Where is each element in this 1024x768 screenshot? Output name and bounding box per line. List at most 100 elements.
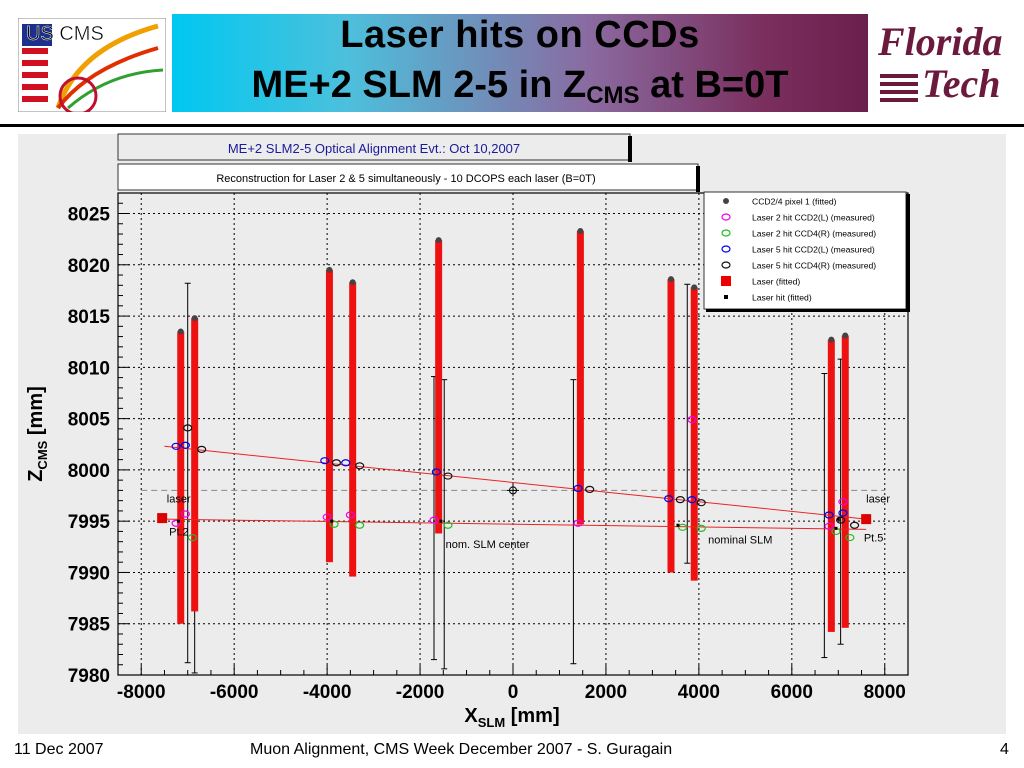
laser5-ccd2-point: [664, 495, 674, 503]
title-banner: [172, 14, 868, 112]
annotation-label: nom. SLM center: [446, 539, 530, 551]
laser2-ccd4-point: [845, 533, 855, 542]
laser5-ccd2-point: [431, 468, 441, 476]
legend-label: Laser hit (fitted): [752, 293, 812, 303]
annotations: laser Pt.2 nom. SLM center nominal SLM laser…: [167, 494, 891, 551]
legend-label: Laser 2 hit CCD2(L) (measured): [752, 213, 875, 223]
annotation-label: Pt.5: [864, 533, 884, 545]
chart-header-title: ME+2 SLM2-5 Optical Alignment Evt.: Oct …: [228, 141, 520, 156]
laser-bars: [177, 230, 849, 632]
legend: CCD2/4 pixel 1 (fitted) Laser 2 hit CCD2(…: [703, 191, 910, 312]
laser5-ccd4-point: [355, 462, 365, 470]
y-tick-label: 7995: [68, 512, 111, 533]
laser2-ccd4-point: [355, 521, 365, 529]
ccd-pixel1-point: [691, 284, 698, 291]
y-tick-label: 7985: [68, 615, 111, 636]
y-tick-label: 8020: [68, 256, 110, 277]
laser5-ccd4-point: [183, 424, 193, 432]
y-tick-label: 8000: [68, 461, 110, 482]
laser5-ccd2-point: [824, 511, 834, 519]
laser5-ccd4-point: [675, 496, 685, 504]
uscms-logo-text: US CMS: [26, 23, 104, 45]
laser5-ccd4-point: [197, 445, 207, 453]
laser2-ccd2-point: [180, 510, 190, 518]
laser-bar: [191, 318, 199, 612]
laser-bar: [667, 279, 675, 573]
florida-tech-logo: Florida Tech: [878, 18, 1012, 112]
footer-title: Muon Alignment, CMS Week December 2007 -…: [250, 741, 673, 758]
y-axis: 7980 7985 7990 7995 8000 8005 8010 8015 8020 8025: [68, 192, 130, 687]
x-tick-label: 4000: [678, 682, 720, 703]
laser5-ccd2-point: [838, 509, 848, 517]
chart-subtitle-box: Reconstruction for Laser 2 & 5 simultane…: [117, 163, 700, 192]
laser2-ccd2-point: [824, 522, 834, 530]
ccd-pixel1-point: [435, 237, 442, 244]
laser-fitted-point: [861, 514, 872, 525]
legend-label: Laser 5 hit CCD4(R) (measured): [752, 261, 876, 271]
ccd-pixel1-point: [577, 227, 584, 234]
laser2-ccd2-point: [429, 516, 439, 524]
laser-bar: [177, 331, 185, 624]
laser2-ccd2-point: [687, 416, 697, 424]
legend-marker: [723, 198, 729, 204]
laser2-ccd4-point: [696, 524, 706, 532]
laser2-ccd4-point: [678, 523, 688, 531]
laser2-ccd4-point: [187, 533, 197, 542]
laser5-ccd2-point: [573, 484, 583, 492]
x-tick-label: -6000: [210, 682, 259, 703]
y-tick-label: 8010: [68, 358, 110, 379]
x-tick-label: -8000: [117, 682, 166, 703]
laser5-ccd2-point: [687, 496, 697, 504]
uscms-logo: US CMS: [18, 18, 166, 112]
x-tick-label: 8000: [864, 682, 906, 703]
annotation-label: nominal SLM: [708, 535, 772, 547]
laser-bar: [349, 282, 357, 577]
header-rule: [0, 124, 1024, 127]
laser-bar: [435, 240, 443, 534]
legend-marker: [721, 229, 731, 237]
legend-marker: [721, 245, 731, 253]
laser5-ccd4-point: [331, 459, 342, 467]
laser-bar: [841, 335, 849, 628]
legend-marker: [724, 295, 728, 299]
laser5-ccd4-point: [836, 516, 846, 524]
ccd-pixel1-point: [191, 315, 198, 322]
x-tick-label: 2000: [585, 682, 627, 703]
laser-hit-fitted-point: [176, 519, 180, 523]
error-bars: [184, 282, 844, 674]
laser2-ccd4-point: [329, 520, 339, 528]
fit-line: [164, 445, 867, 520]
laser5-ccd4-point: [696, 499, 706, 507]
laser-hit-fitted-point: [836, 517, 840, 521]
slide-title-line1: Laser hits on CCDs: [340, 14, 700, 56]
x-tick-label: -2000: [396, 682, 445, 703]
ccd-pixel1-point: [326, 266, 333, 273]
ccd-pixel1-point: [828, 336, 835, 343]
legend-label: Laser (fitted): [752, 277, 800, 287]
laser2-ccd2-point: [345, 511, 355, 519]
ft-logo-line2: Tech: [922, 61, 1001, 106]
x-tick-label: -4000: [303, 682, 352, 703]
laser5-ccd2-point: [341, 459, 351, 467]
laser-bar: [325, 269, 333, 563]
ccd-pixel1-point: [668, 276, 674, 283]
title-line2-main: ME+2 SLM 2-5 in Z: [251, 64, 587, 106]
laser-bar: [576, 230, 584, 525]
annotation-label: Pt.2: [169, 527, 189, 539]
x-tick-label: 6000: [771, 682, 813, 703]
laser2-ccd2-point: [838, 498, 848, 506]
chart-subtitle: Reconstruction for Laser 2 & 5 simultane…: [216, 173, 595, 185]
footer-page-number: 4: [1000, 741, 1009, 758]
laser5-ccd4-point: [443, 472, 453, 480]
title-line2-tail: at B=0T: [639, 64, 789, 106]
x-axis: -8000 -6000 -4000 -2000 0 2000 4000 6000 8000: [117, 665, 909, 703]
legend-label: Laser 5 hit CCD2(L) (measured): [752, 245, 875, 255]
laser5-ccd2-point: [320, 457, 330, 465]
laser2-ccd4-point: [443, 521, 453, 529]
y-tick-label: 8015: [68, 307, 111, 328]
legend-label: Laser 2 hit CCD4(R) (measured): [752, 229, 876, 239]
y-tick-label: 7980: [68, 666, 110, 687]
x-axis-label: XSLM [mm]: [464, 705, 559, 730]
annotation-label: laser: [866, 494, 890, 506]
